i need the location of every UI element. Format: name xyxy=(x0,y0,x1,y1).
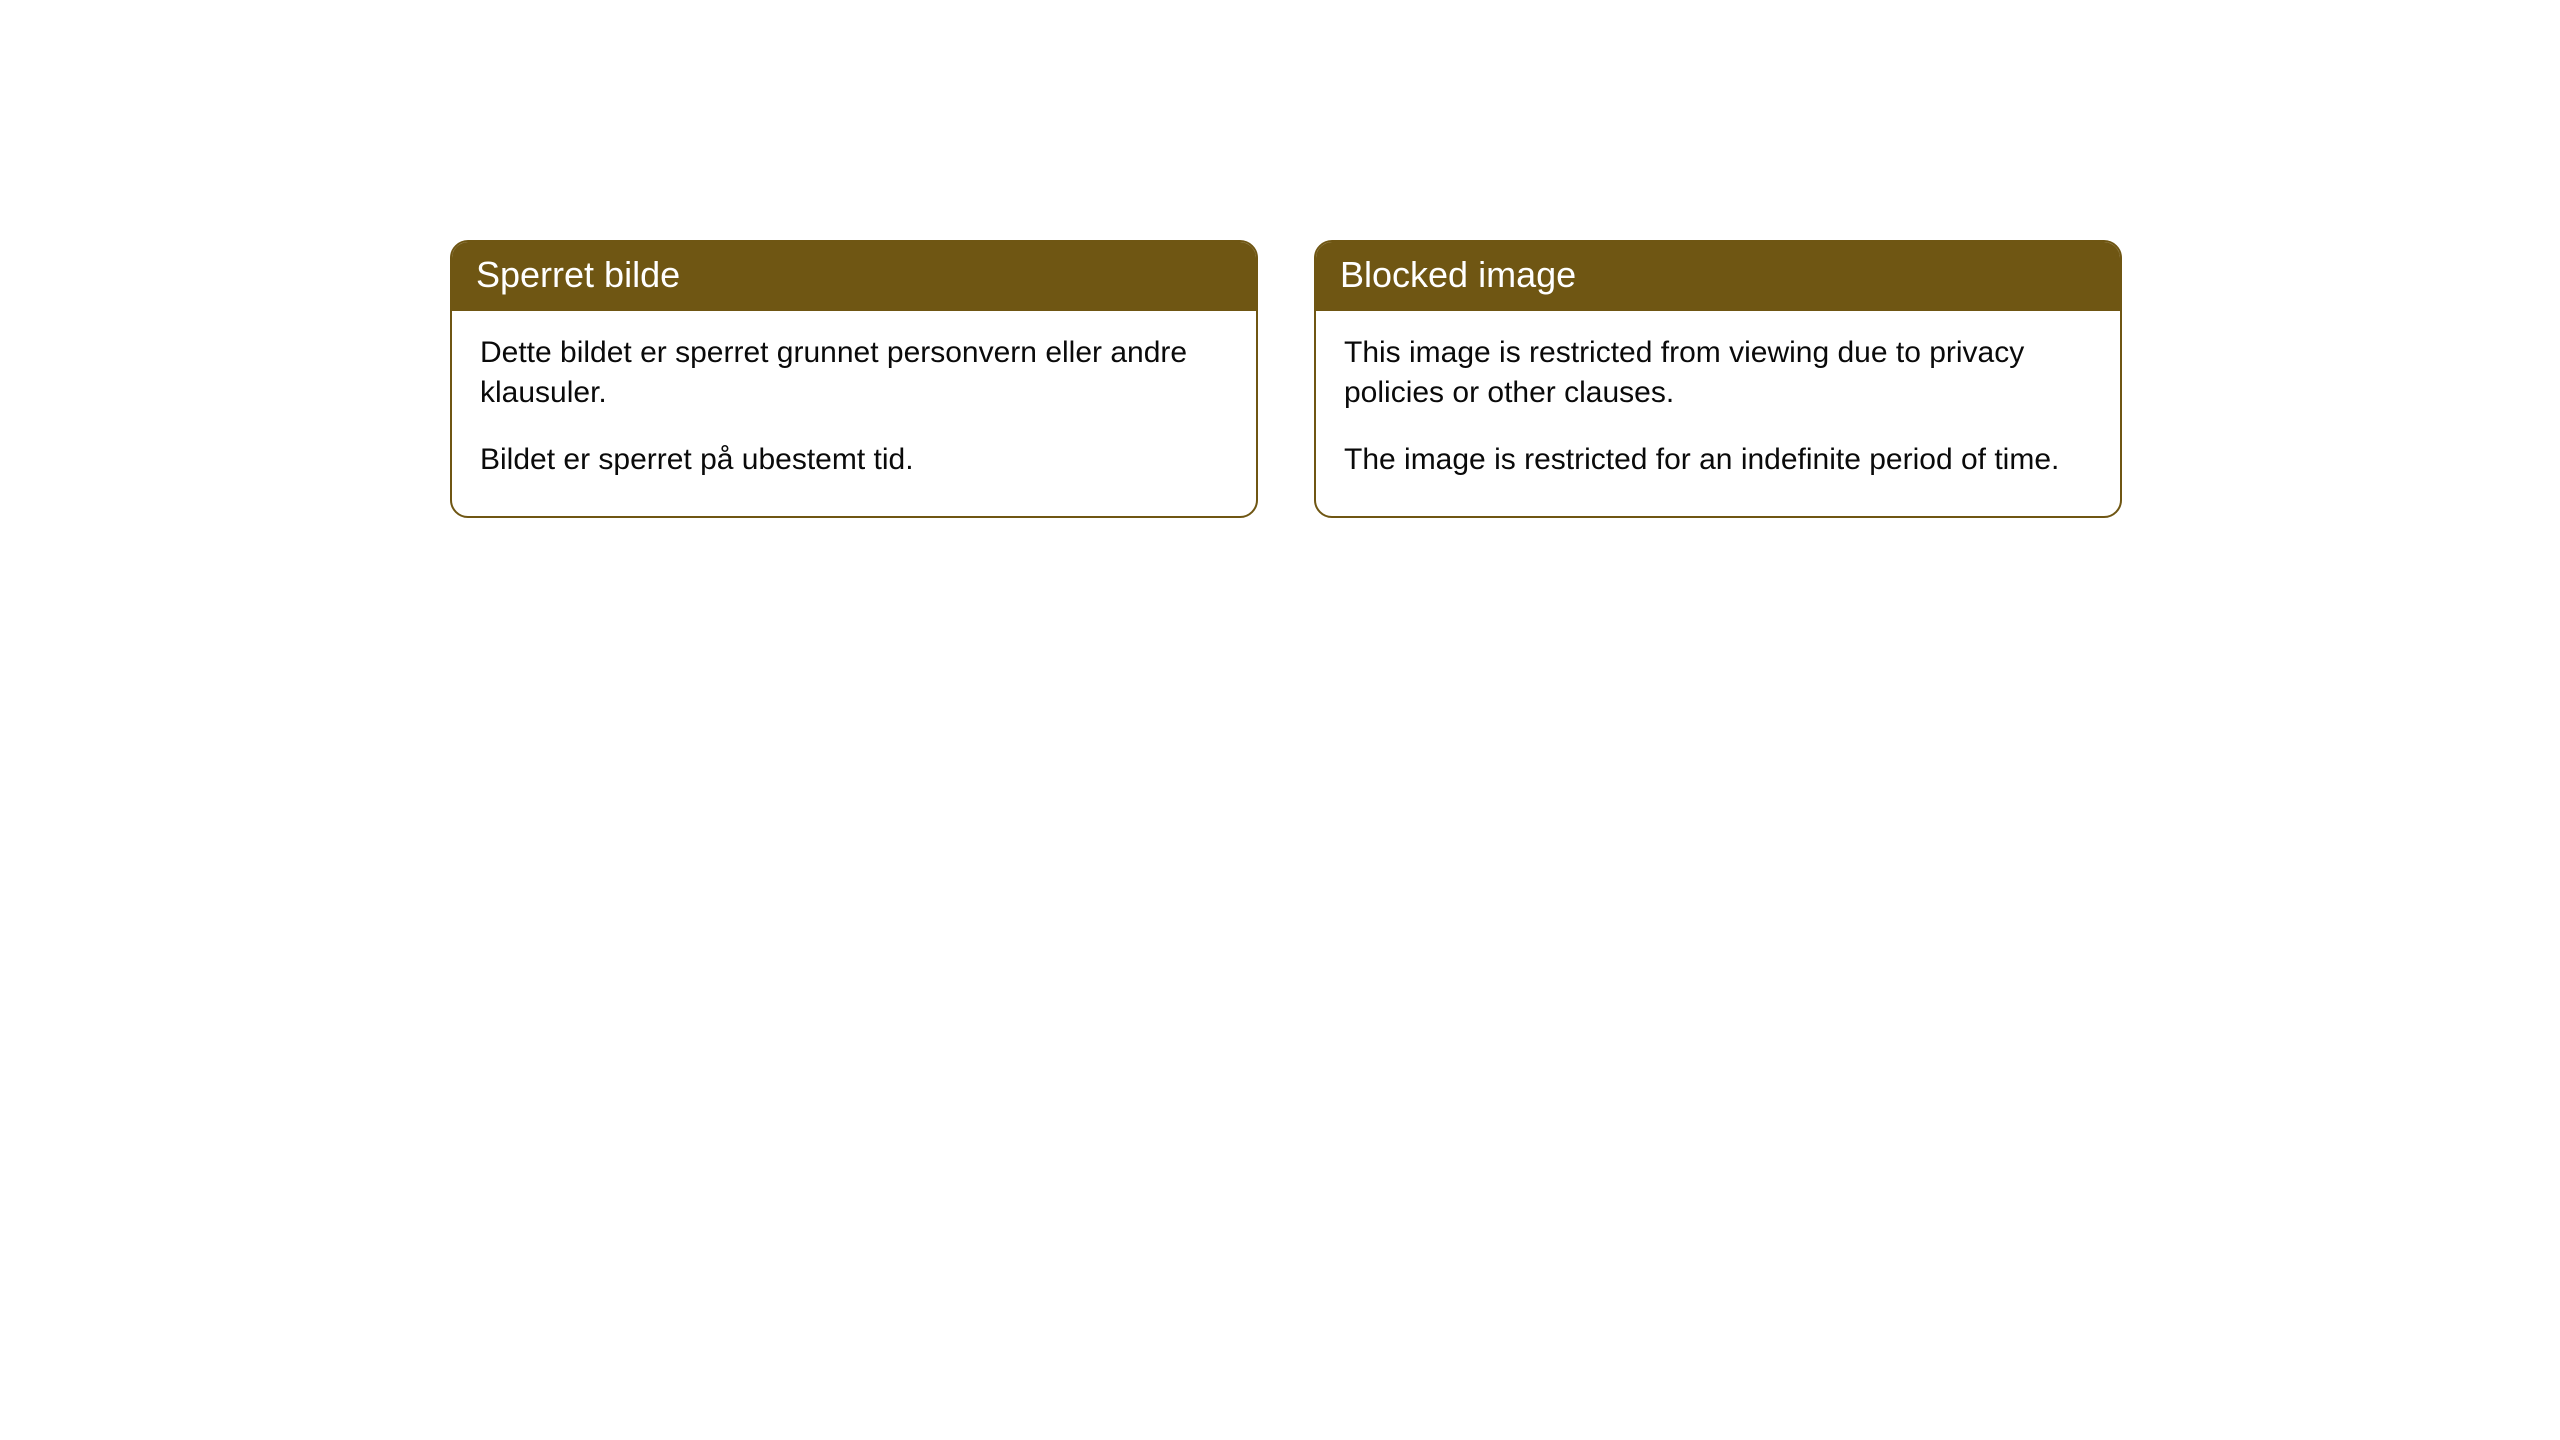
card-paragraph-2-norwegian: Bildet er sperret på ubestemt tid. xyxy=(480,440,1228,481)
card-header-norwegian: Sperret bilde xyxy=(452,242,1256,311)
card-paragraph-1-norwegian: Dette bildet er sperret grunnet personve… xyxy=(480,333,1228,414)
card-header-english: Blocked image xyxy=(1316,242,2120,311)
card-body-english: This image is restricted from viewing du… xyxy=(1316,311,2120,517)
card-paragraph-1-english: This image is restricted from viewing du… xyxy=(1344,333,2092,414)
blocked-image-card-english: Blocked image This image is restricted f… xyxy=(1314,240,2122,518)
cards-container: Sperret bilde Dette bildet er sperret gr… xyxy=(0,0,2560,518)
blocked-image-card-norwegian: Sperret bilde Dette bildet er sperret gr… xyxy=(450,240,1258,518)
card-body-norwegian: Dette bildet er sperret grunnet personve… xyxy=(452,311,1256,517)
card-paragraph-2-english: The image is restricted for an indefinit… xyxy=(1344,440,2092,481)
